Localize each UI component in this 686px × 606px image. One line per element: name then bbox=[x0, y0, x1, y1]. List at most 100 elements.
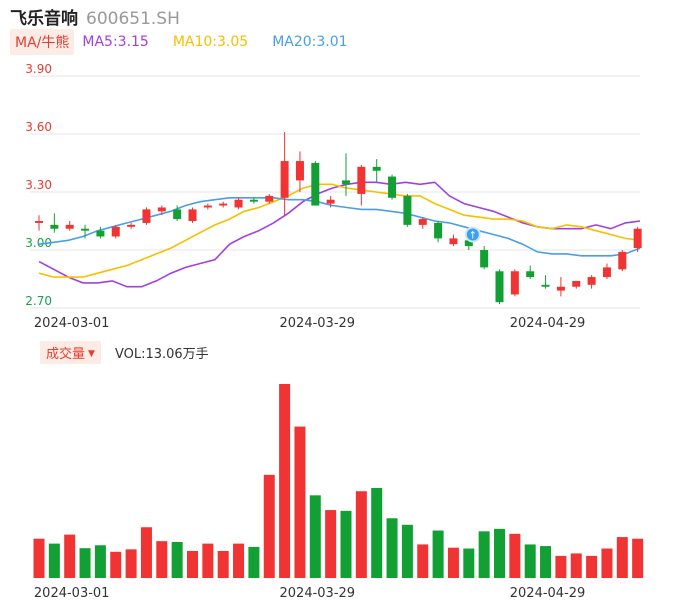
candle bbox=[357, 164, 366, 206]
volume-value: VOL:13.06万手 bbox=[114, 346, 209, 362]
volume-bar bbox=[171, 541, 183, 578]
candle-body bbox=[587, 277, 596, 285]
candle bbox=[587, 275, 596, 289]
volume-bar bbox=[202, 543, 214, 578]
candle bbox=[495, 269, 504, 305]
candle bbox=[526, 265, 535, 279]
marker-icon[interactable] bbox=[464, 226, 481, 243]
candle-body bbox=[388, 176, 397, 198]
volume-bar bbox=[509, 533, 521, 578]
candle-body bbox=[556, 286, 565, 291]
candle-body bbox=[434, 222, 443, 239]
volume-bar bbox=[371, 487, 383, 578]
volume-bar bbox=[79, 548, 91, 578]
volume-bar bbox=[125, 549, 137, 578]
candle bbox=[280, 132, 289, 216]
volume-bar bbox=[478, 531, 490, 578]
candle bbox=[449, 234, 458, 247]
price-axis: 3.90 3.60 3.30 3.00 2.70 bbox=[25, 62, 52, 308]
candle-body bbox=[188, 209, 197, 221]
candle bbox=[111, 224, 120, 239]
ma-legend: MA/牛熊 MA5:3.15 MA10:3.05 MA20:3.01 bbox=[10, 29, 372, 55]
candle bbox=[173, 205, 182, 221]
candle bbox=[157, 205, 166, 216]
candle-body bbox=[526, 271, 535, 278]
volume-bar bbox=[325, 510, 337, 578]
candle bbox=[572, 280, 581, 289]
candle bbox=[234, 197, 243, 210]
candle bbox=[403, 193, 412, 227]
candle bbox=[265, 193, 274, 204]
candle-body bbox=[572, 280, 581, 287]
candle-body bbox=[219, 203, 228, 206]
ma10-legend: MA10:3.05 bbox=[172, 34, 249, 50]
ma5-line bbox=[38, 181, 641, 288]
volume-bar bbox=[340, 510, 352, 578]
candle bbox=[556, 277, 565, 297]
dropdown-caret-icon: ▼ bbox=[88, 348, 95, 359]
volume-bar bbox=[279, 384, 291, 578]
candle-body bbox=[311, 163, 320, 206]
volume-bar bbox=[294, 426, 306, 578]
candle bbox=[541, 275, 550, 289]
x-date-label: 2024-04-29 bbox=[510, 586, 586, 601]
candle-body bbox=[280, 161, 289, 198]
candle bbox=[249, 197, 258, 204]
volume-bar bbox=[570, 553, 582, 578]
candle bbox=[633, 226, 642, 252]
volume-bar bbox=[64, 534, 76, 578]
y-tick-label: 2.70 bbox=[25, 294, 52, 308]
ma10-line bbox=[38, 183, 641, 278]
candle-body bbox=[602, 267, 611, 278]
candle-body bbox=[295, 161, 304, 181]
price-grid bbox=[30, 75, 640, 309]
y-tick-label: 3.30 bbox=[25, 178, 52, 192]
candle bbox=[35, 215, 43, 231]
candle-body bbox=[173, 209, 182, 220]
volume-bar bbox=[140, 527, 152, 578]
candle bbox=[434, 221, 443, 243]
candle bbox=[295, 151, 304, 192]
x-date-label: 2024-03-01 bbox=[34, 586, 110, 601]
volume-bar bbox=[616, 537, 628, 578]
volume-bar bbox=[48, 543, 60, 578]
candle-body bbox=[633, 228, 642, 249]
volume-bar bbox=[187, 550, 198, 578]
volume-legend: 成交量 ▼ VOL:13.06万手 bbox=[40, 340, 209, 364]
candle-body bbox=[510, 271, 519, 295]
ma-indicator-tag[interactable]: MA/牛熊 bbox=[10, 29, 75, 55]
volume-indicator-tag[interactable]: 成交量 ▼ bbox=[40, 340, 101, 364]
candle-body bbox=[234, 199, 243, 208]
volume-bar bbox=[309, 495, 321, 578]
volume-bars bbox=[33, 384, 644, 578]
x-date-label: 2024-03-29 bbox=[280, 586, 356, 601]
candle bbox=[127, 222, 136, 229]
candle-body bbox=[35, 221, 43, 223]
ma20-legend: MA20:3.01 bbox=[272, 34, 348, 50]
candle-body bbox=[418, 219, 427, 225]
volume-bar bbox=[248, 546, 260, 578]
candle-body bbox=[464, 240, 473, 247]
volume-bar bbox=[156, 541, 168, 578]
volume-bar bbox=[555, 555, 567, 578]
candle bbox=[602, 263, 611, 279]
candle-body bbox=[480, 250, 489, 268]
volume-bar bbox=[463, 548, 475, 578]
x-date-label: 2024-03-01 bbox=[34, 316, 110, 331]
candle-body bbox=[96, 230, 105, 237]
volume-date-axis: 2024-03-01 2024-03-29 2024-04-29 bbox=[34, 586, 585, 601]
volume-bar bbox=[447, 547, 459, 578]
candle-body bbox=[372, 166, 381, 171]
volume-bar bbox=[263, 474, 275, 578]
candle bbox=[203, 203, 212, 210]
candle bbox=[342, 153, 350, 196]
volume-bar bbox=[386, 518, 398, 578]
moving-average-lines bbox=[38, 181, 641, 288]
candlesticks bbox=[35, 132, 642, 305]
candle bbox=[188, 207, 197, 223]
candle-body bbox=[357, 166, 366, 194]
candle-body bbox=[342, 180, 350, 185]
candle-body bbox=[203, 205, 212, 208]
stock-name: 飞乐音响 bbox=[10, 9, 78, 29]
